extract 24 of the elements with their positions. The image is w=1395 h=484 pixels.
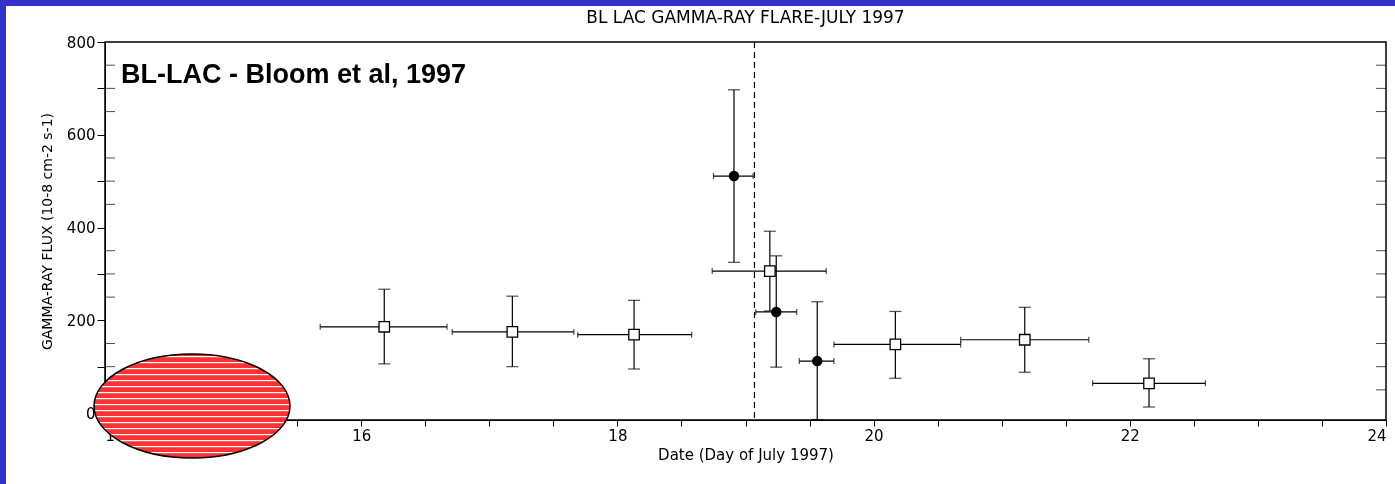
point [811, 355, 823, 367]
point [378, 320, 391, 333]
x-tick-label: 24 [1367, 426, 1387, 445]
point [628, 328, 640, 341]
y-tick-label: 200 [66, 311, 96, 330]
point [771, 306, 782, 318]
point [1143, 377, 1155, 390]
point [763, 265, 776, 278]
y-tick-label: 800 [66, 33, 96, 52]
point [1018, 333, 1031, 346]
chart-title: BL LAC GAMMA-RAY FLARE-JULY 1997 [586, 7, 905, 27]
y-tick-label: 600 [66, 126, 96, 145]
y-tick-label: 0 [85, 404, 96, 423]
x-tick-label: 16 [352, 426, 372, 445]
y-axis-title: GAMMA-RAY FLUX (10-8 cm-2 s-1) [38, 112, 55, 351]
point [728, 170, 740, 182]
x-tick-label: 22 [1120, 426, 1140, 445]
point [506, 325, 519, 338]
point [889, 338, 902, 351]
x-tick-label: 18 [608, 426, 628, 445]
annotation: BL-LAC - Bloom et al, 1997 [121, 59, 467, 89]
y-tick-label: 400 [66, 219, 96, 238]
x-tick-label: 20 [864, 426, 884, 445]
x-axis-title: Date (Day of July 1997) [658, 445, 834, 464]
